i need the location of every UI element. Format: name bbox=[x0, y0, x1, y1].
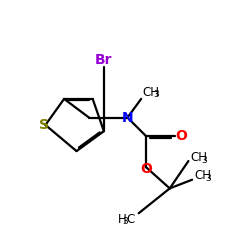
Text: H: H bbox=[118, 213, 126, 226]
Text: 3: 3 bbox=[122, 217, 128, 226]
Text: C: C bbox=[126, 213, 134, 226]
Text: 3: 3 bbox=[205, 174, 211, 183]
Text: Br: Br bbox=[95, 53, 112, 67]
Text: CH: CH bbox=[190, 151, 207, 164]
Text: CH: CH bbox=[142, 86, 160, 99]
Text: N: N bbox=[122, 110, 133, 124]
Text: 3: 3 bbox=[153, 90, 159, 100]
Text: 3: 3 bbox=[201, 156, 207, 164]
Text: CH: CH bbox=[194, 170, 211, 182]
Text: S: S bbox=[39, 118, 49, 132]
Text: O: O bbox=[176, 129, 188, 143]
Text: O: O bbox=[140, 162, 152, 175]
